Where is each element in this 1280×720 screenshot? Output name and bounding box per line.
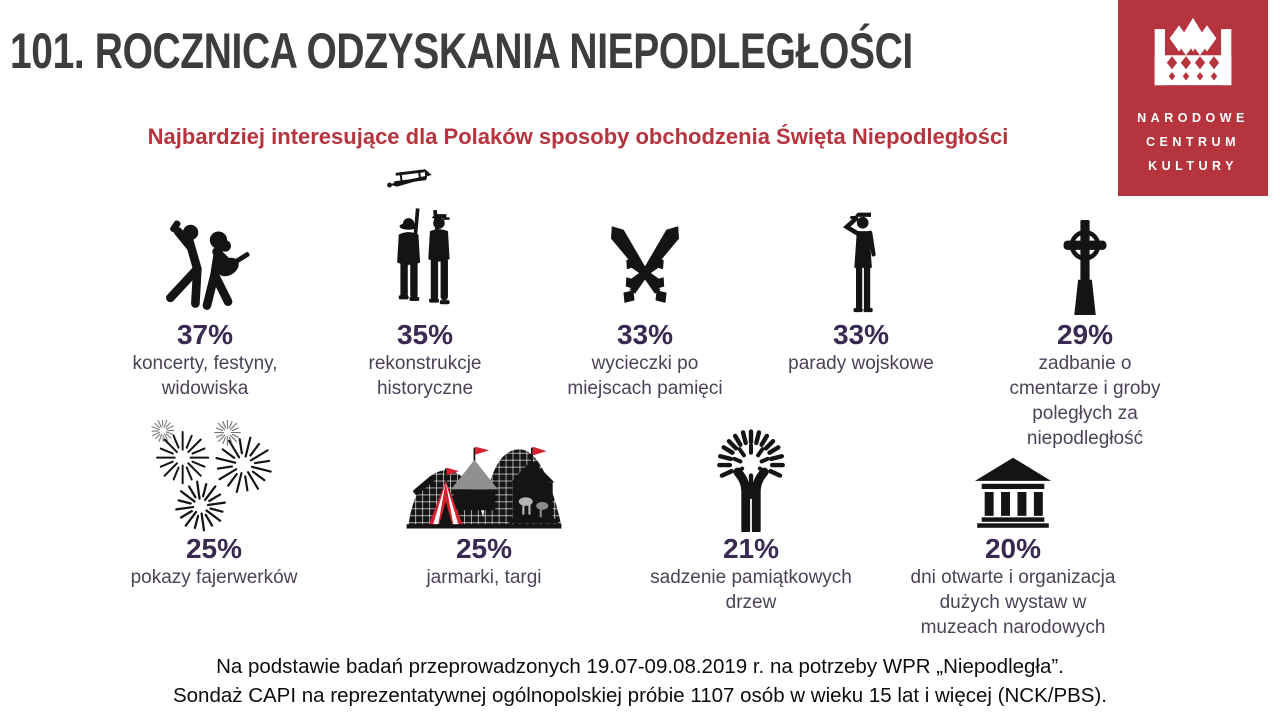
stat-value: 33% xyxy=(616,319,674,350)
stat-wycieczki: 33% wycieczki po miejscach pamięci xyxy=(535,200,755,401)
stat-label: rekonstrukcje historyczne xyxy=(368,353,482,399)
crown-icon xyxy=(1154,17,1232,86)
stat-value: 37% xyxy=(176,319,234,350)
stat-value: 20% xyxy=(984,533,1042,564)
icon-box xyxy=(104,420,324,532)
concert-singers-icon xyxy=(166,220,250,310)
stat-label: koncerty, festyny, widowiska xyxy=(132,353,278,399)
stat-label: sadzenie pamiątkowych drzew xyxy=(650,567,852,613)
chart-title: Najbardziej interesujące dla Polaków spo… xyxy=(147,124,1009,149)
biplane-icon-wrap xyxy=(385,167,437,198)
stat-drzewa: 21% sadzenie pamiątkowych drzew xyxy=(631,420,871,615)
funfair-icon xyxy=(406,446,562,529)
stat-jarmarki: 25% jarmarki, targi xyxy=(374,420,594,590)
icon-box xyxy=(751,200,971,318)
stat-label: parady wojskowe xyxy=(788,353,934,374)
stat-fajerwerki: 25% pokazy fajerwerków xyxy=(104,420,324,590)
soldiers-marching-icon xyxy=(397,208,450,305)
stat-label: pokazy fajerwerków xyxy=(130,567,298,588)
nck-logo: NARODOWE CENTRUM KULTURY xyxy=(1118,0,1268,196)
stat-cmentarze: 29% zadbanie o cmentarze i groby poległy… xyxy=(975,200,1195,451)
source-note: Na podstawie badań przeprowadzonych 19.0… xyxy=(10,652,1270,710)
stat-rekonstrukcje: 35% rekonstrukcje historyczne xyxy=(315,168,535,401)
biplane-icon xyxy=(387,168,432,188)
memorial-tree-icon xyxy=(717,429,785,532)
source-note-line1: Na podstawie badań przeprowadzonych 19.0… xyxy=(216,655,1064,678)
stat-value: 33% xyxy=(832,319,890,350)
stat-value: 21% xyxy=(722,533,780,564)
icon-box xyxy=(535,200,755,318)
fireworks-icon xyxy=(147,420,279,532)
logo-text-line3: KULTURY xyxy=(1148,159,1238,173)
stat-value: 35% xyxy=(396,319,454,350)
crossed-swords-icon xyxy=(592,212,698,317)
icon-box xyxy=(315,200,535,318)
logo-text-line2: CENTRUM xyxy=(1146,135,1240,149)
stat-value: 29% xyxy=(1056,319,1114,350)
icon-box xyxy=(631,420,871,532)
stat-label: wycieczki po miejscach pamięci xyxy=(567,353,723,399)
stat-muzea: 20% dni otwarte i organizacja dużych wys… xyxy=(888,420,1138,640)
logo-text-line1: NARODOWE xyxy=(1137,111,1249,125)
museum-icon xyxy=(974,457,1052,528)
stat-value: 25% xyxy=(185,533,243,564)
icon-box xyxy=(95,200,315,318)
stat-value: 25% xyxy=(455,533,513,564)
stat-label: jarmarki, targi xyxy=(426,567,542,588)
stat-parady: 33% parady wojskowe xyxy=(751,200,971,376)
saluting-soldier-icon xyxy=(842,212,876,313)
stat-koncerty: 37% koncerty, festyny, widowiska xyxy=(95,200,315,401)
stat-label: zadbanie o cmentarze i groby poległych z… xyxy=(1009,353,1161,449)
memorial-cross-icon xyxy=(1063,220,1107,315)
icon-box xyxy=(888,420,1138,532)
icon-box xyxy=(374,420,594,532)
source-note-line2: Sondaż CAPI na reprezentatywnej ogólnopo… xyxy=(172,684,1107,707)
stat-label: dni otwarte i organizacja dużych wystaw … xyxy=(910,567,1116,638)
icon-box xyxy=(975,200,1195,318)
page-title: 101. ROCZNICA ODZYSKANIA NIEPODLEGŁOŚCI xyxy=(10,23,913,79)
